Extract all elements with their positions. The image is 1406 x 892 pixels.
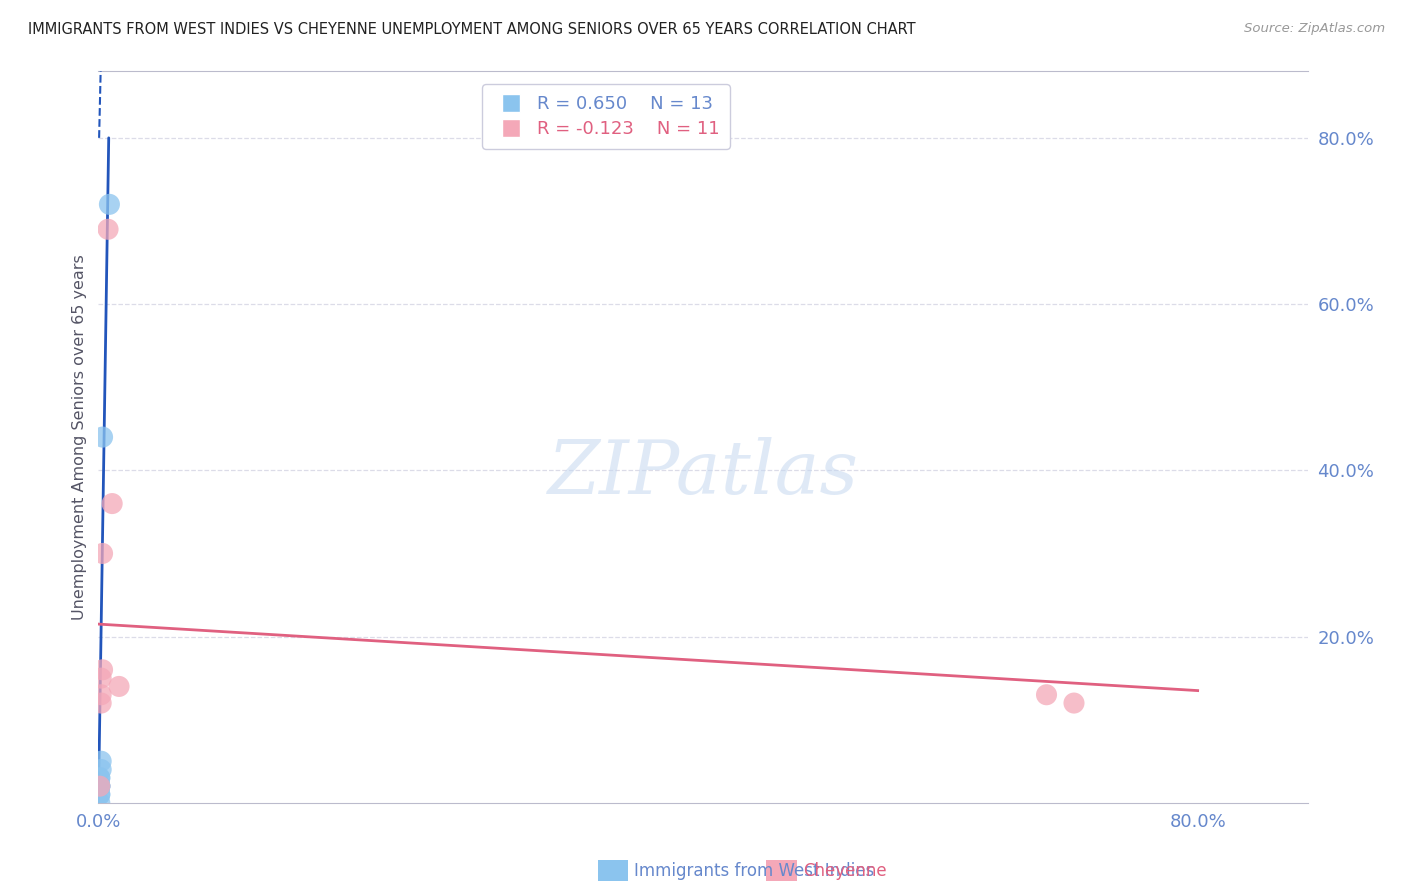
- Text: Source: ZipAtlas.com: Source: ZipAtlas.com: [1244, 22, 1385, 36]
- Point: [89, 771, 111, 785]
- Point: [89, 779, 111, 793]
- Point: [89, 796, 111, 810]
- Y-axis label: Unemployment Among Seniors over 65 years: Unemployment Among Seniors over 65 years: [72, 254, 87, 620]
- Text: Cheyenne: Cheyenne: [803, 862, 886, 880]
- Point: [89, 779, 111, 793]
- Point: [1063, 696, 1085, 710]
- Point: [89, 788, 111, 802]
- Point: [91, 430, 114, 444]
- Text: ZIPatlas: ZIPatlas: [547, 437, 859, 510]
- Point: [89, 779, 111, 793]
- Point: [90, 671, 112, 685]
- Point: [1035, 688, 1057, 702]
- Point: [91, 663, 114, 677]
- Text: Immigrants from West Indies: Immigrants from West Indies: [634, 862, 875, 880]
- Point: [97, 222, 120, 236]
- Point: [89, 779, 111, 793]
- Point: [108, 680, 131, 694]
- Point: [90, 763, 112, 777]
- Point: [98, 197, 121, 211]
- Point: [101, 497, 124, 511]
- Point: [90, 754, 112, 768]
- Point: [89, 779, 111, 793]
- Legend: R = 0.650    N = 13, R = -0.123    N = 11: R = 0.650 N = 13, R = -0.123 N = 11: [482, 84, 730, 149]
- Point: [89, 771, 111, 785]
- Point: [90, 688, 112, 702]
- Point: [91, 546, 114, 560]
- Point: [90, 696, 112, 710]
- Point: [89, 788, 111, 802]
- Text: IMMIGRANTS FROM WEST INDIES VS CHEYENNE UNEMPLOYMENT AMONG SENIORS OVER 65 YEARS: IMMIGRANTS FROM WEST INDIES VS CHEYENNE …: [28, 22, 915, 37]
